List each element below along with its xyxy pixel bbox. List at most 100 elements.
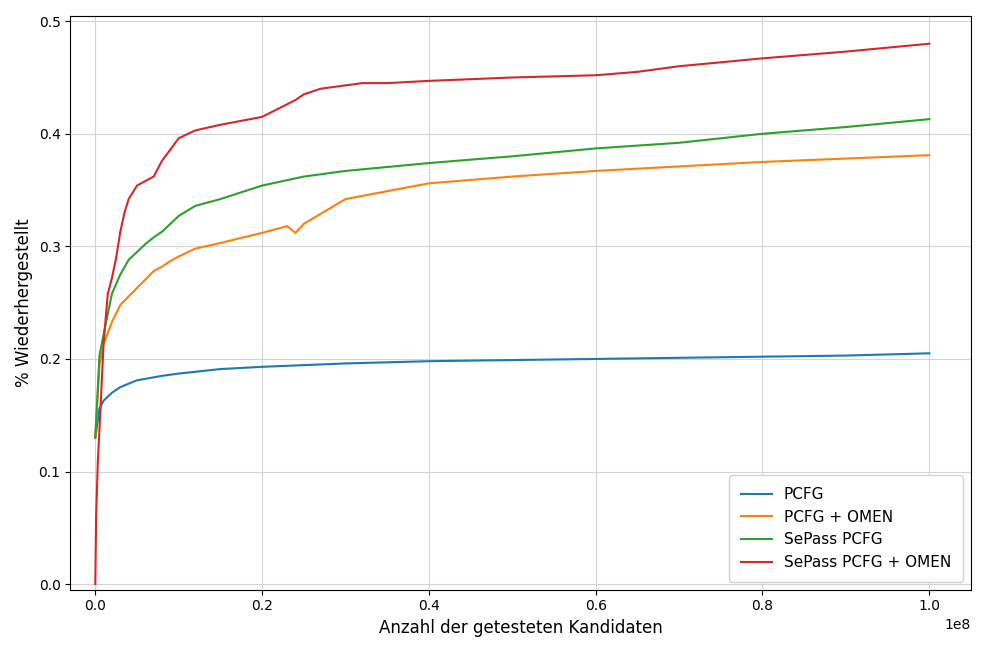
PCFG + OMEN bbox=[507, 173, 519, 181]
PCFG bbox=[840, 351, 852, 359]
Line: PCFG + OMEN: PCFG + OMEN bbox=[96, 155, 929, 437]
SePass PCFG bbox=[923, 115, 935, 123]
SePass PCFG bbox=[94, 351, 106, 359]
PCFG + OMEN bbox=[590, 167, 601, 175]
SePass PCFG bbox=[298, 173, 310, 181]
SePass PCFG + OMEN bbox=[631, 68, 643, 76]
PCFG bbox=[90, 434, 102, 441]
PCFG bbox=[173, 370, 184, 378]
PCFG bbox=[507, 356, 519, 364]
SePass PCFG bbox=[106, 289, 118, 297]
PCFG bbox=[94, 404, 106, 412]
SePass PCFG bbox=[156, 228, 168, 235]
SePass PCFG bbox=[590, 145, 601, 153]
X-axis label: Anzahl der getesteten Kandidaten: Anzahl der getesteten Kandidaten bbox=[379, 619, 663, 637]
SePass PCFG bbox=[90, 434, 102, 441]
PCFG + OMEN bbox=[256, 229, 268, 237]
SePass PCFG + OMEN bbox=[95, 409, 106, 417]
SePass PCFG bbox=[139, 240, 151, 248]
SePass PCFG + OMEN bbox=[156, 157, 168, 165]
SePass PCFG + OMEN bbox=[106, 274, 118, 282]
Legend: PCFG, PCFG + OMEN, SePass PCFG, SePass PCFG + OMEN: PCFG, PCFG + OMEN, SePass PCFG, SePass P… bbox=[729, 475, 963, 582]
PCFG + OMEN bbox=[106, 318, 118, 326]
SePass PCFG bbox=[148, 233, 160, 241]
SePass PCFG + OMEN bbox=[923, 40, 935, 48]
PCFG + OMEN bbox=[148, 267, 160, 275]
PCFG bbox=[98, 396, 109, 404]
SePass PCFG + OMEN bbox=[131, 182, 143, 190]
SePass PCFG + OMEN bbox=[423, 77, 435, 85]
SePass PCFG + OMEN bbox=[840, 48, 852, 55]
PCFG + OMEN bbox=[673, 162, 685, 170]
SePass PCFG + OMEN bbox=[215, 121, 227, 128]
SePass PCFG + OMEN bbox=[382, 79, 393, 87]
SePass PCFG + OMEN bbox=[118, 209, 130, 216]
PCFG + OMEN bbox=[189, 244, 201, 252]
PCFG + OMEN bbox=[756, 158, 768, 166]
PCFG + OMEN bbox=[339, 195, 351, 203]
Y-axis label: % Wiederhergestellt: % Wiederhergestellt bbox=[15, 218, 33, 387]
PCFG bbox=[339, 359, 351, 367]
PCFG bbox=[423, 357, 435, 365]
SePass PCFG + OMEN bbox=[290, 96, 302, 104]
SePass PCFG bbox=[131, 248, 143, 256]
SePass PCFG + OMEN bbox=[756, 55, 768, 63]
SePass PCFG + OMEN bbox=[139, 177, 151, 185]
PCFG + OMEN bbox=[840, 155, 852, 162]
PCFG bbox=[256, 363, 268, 371]
SePass PCFG + OMEN bbox=[90, 580, 102, 588]
SePass PCFG + OMEN bbox=[356, 79, 368, 87]
PCFG + OMEN bbox=[114, 301, 126, 309]
SePass PCFG + OMEN bbox=[673, 63, 685, 70]
SePass PCFG + OMEN bbox=[189, 126, 201, 134]
SePass PCFG bbox=[98, 331, 109, 338]
PCFG bbox=[673, 354, 685, 362]
SePass PCFG + OMEN bbox=[110, 254, 122, 261]
SePass PCFG + OMEN bbox=[298, 91, 310, 98]
SePass PCFG + OMEN bbox=[256, 113, 268, 121]
PCFG bbox=[114, 383, 126, 391]
PCFG bbox=[106, 389, 118, 396]
PCFG + OMEN bbox=[298, 220, 310, 228]
PCFG + OMEN bbox=[94, 361, 106, 368]
SePass PCFG + OMEN bbox=[507, 74, 519, 82]
PCFG + OMEN bbox=[281, 222, 293, 230]
SePass PCFG + OMEN bbox=[90, 512, 102, 520]
PCFG bbox=[923, 349, 935, 357]
Line: SePass PCFG + OMEN: SePass PCFG + OMEN bbox=[96, 44, 929, 584]
SePass PCFG bbox=[173, 212, 184, 220]
SePass PCFG bbox=[756, 130, 768, 138]
SePass PCFG + OMEN bbox=[148, 173, 160, 181]
Line: SePass PCFG: SePass PCFG bbox=[96, 119, 929, 437]
SePass PCFG bbox=[165, 220, 176, 228]
PCFG + OMEN bbox=[90, 434, 102, 441]
SePass PCFG bbox=[256, 182, 268, 190]
SePass PCFG + OMEN bbox=[102, 289, 113, 297]
PCFG + OMEN bbox=[923, 151, 935, 159]
PCFG + OMEN bbox=[131, 284, 143, 292]
PCFG bbox=[215, 365, 227, 373]
SePass PCFG bbox=[840, 123, 852, 131]
SePass PCFG + OMEN bbox=[98, 338, 109, 346]
PCFG + OMEN bbox=[173, 252, 184, 260]
PCFG + OMEN bbox=[423, 179, 435, 187]
PCFG + OMEN bbox=[290, 229, 302, 237]
PCFG + OMEN bbox=[215, 239, 227, 247]
PCFG bbox=[131, 376, 143, 384]
SePass PCFG + OMEN bbox=[122, 195, 134, 203]
PCFG + OMEN bbox=[156, 263, 168, 271]
SePass PCFG + OMEN bbox=[548, 72, 560, 80]
SePass PCFG bbox=[507, 153, 519, 160]
SePass PCFG bbox=[122, 256, 134, 264]
SePass PCFG + OMEN bbox=[92, 458, 104, 466]
SePass PCFG + OMEN bbox=[339, 82, 351, 89]
SePass PCFG + OMEN bbox=[590, 71, 601, 79]
SePass PCFG + OMEN bbox=[165, 145, 176, 153]
SePass PCFG bbox=[423, 159, 435, 167]
PCFG bbox=[756, 353, 768, 361]
SePass PCFG + OMEN bbox=[173, 134, 184, 142]
PCFG + OMEN bbox=[165, 257, 176, 265]
SePass PCFG + OMEN bbox=[315, 85, 326, 93]
PCFG bbox=[156, 372, 168, 379]
SePass PCFG bbox=[189, 202, 201, 210]
